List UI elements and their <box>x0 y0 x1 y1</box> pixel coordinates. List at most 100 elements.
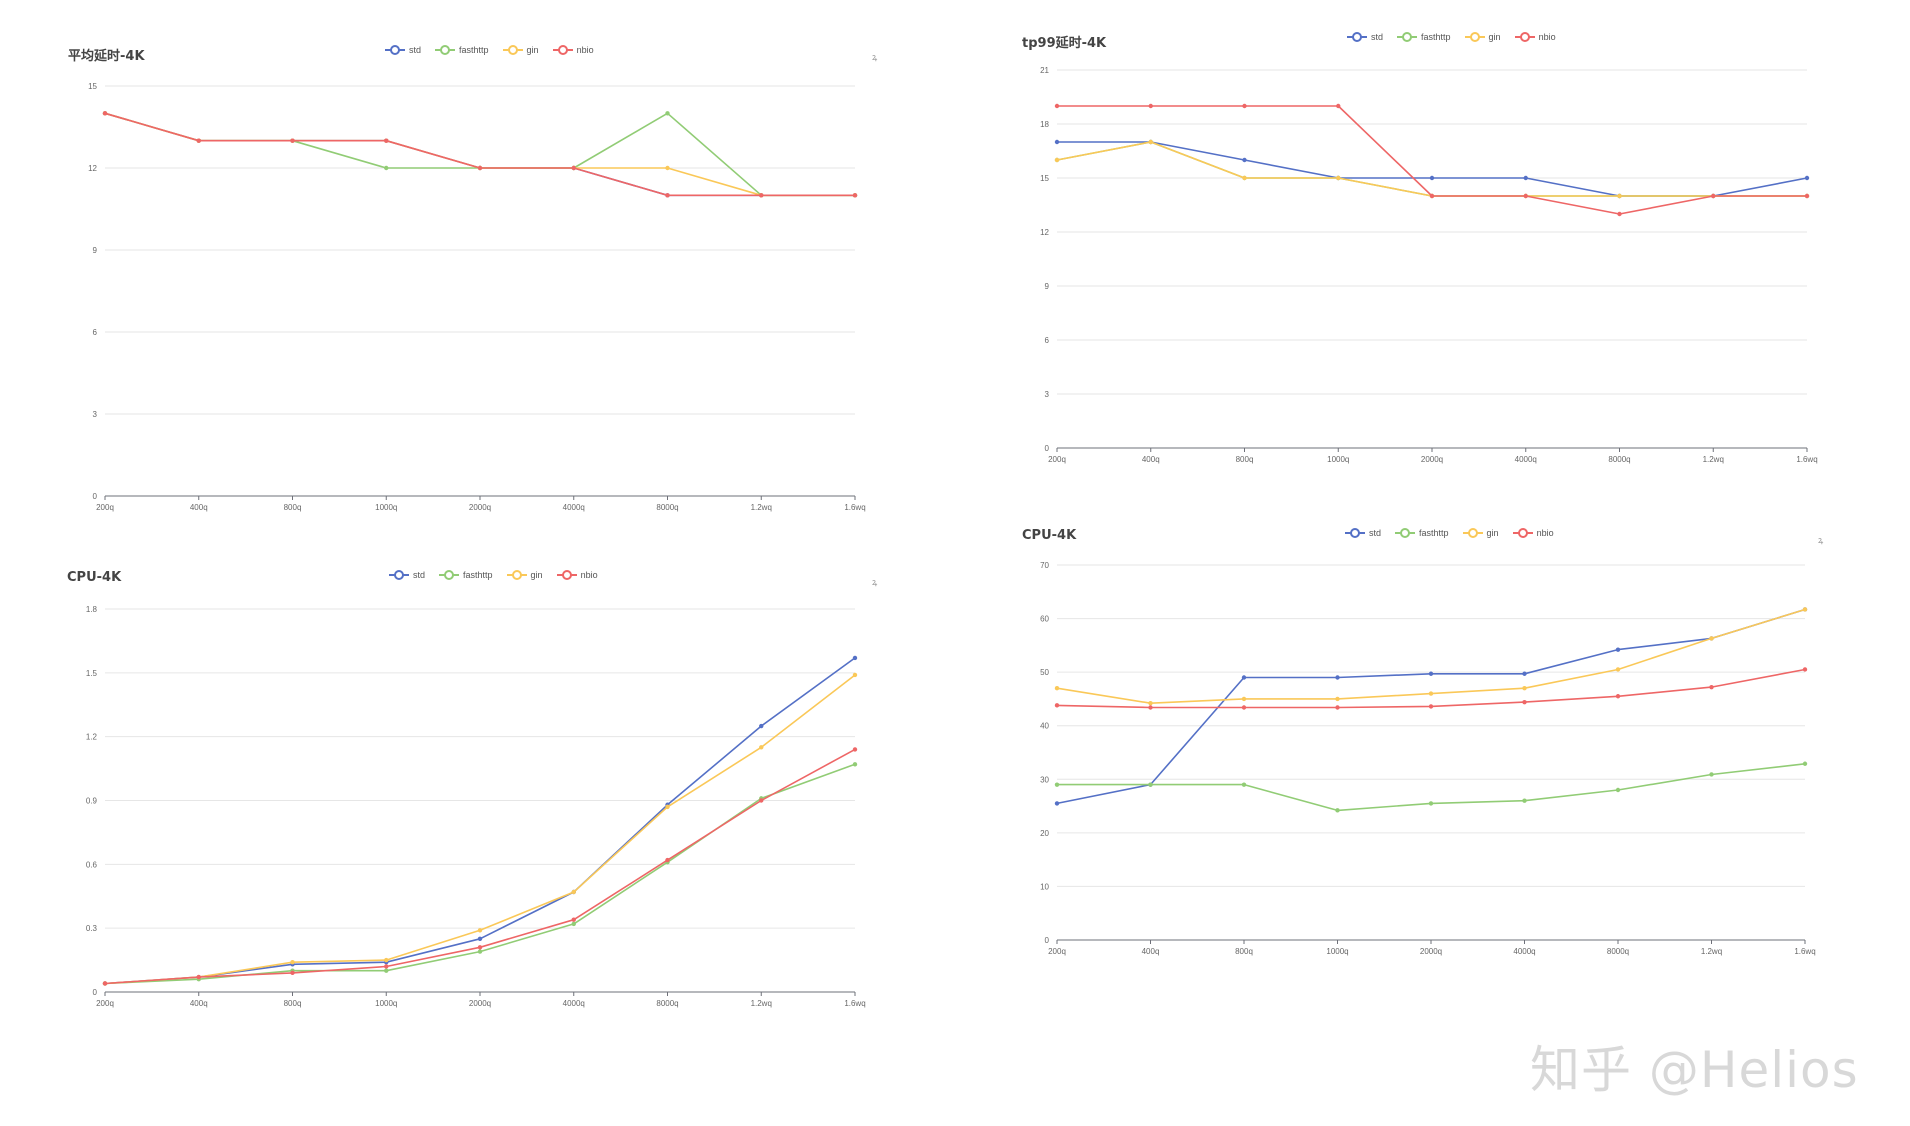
data-point-nbio <box>102 111 108 116</box>
data-point-fasthttp <box>1335 808 1340 813</box>
y-tick-label: 0 <box>93 988 98 997</box>
data-point-gin <box>1242 175 1247 181</box>
x-tick-label: 200q <box>1048 455 1066 464</box>
legend-item-fasthttp[interactable]: fasthttp <box>435 45 489 55</box>
data-point-nbio <box>290 970 295 976</box>
legend-swatch-icon <box>1345 528 1365 538</box>
legend-item-std[interactable]: std <box>389 570 425 580</box>
data-point-std <box>1429 175 1435 181</box>
data-point-nbio <box>1242 103 1247 109</box>
data-point-std <box>1241 675 1247 680</box>
toolbox-icon[interactable]: ꝝ <box>872 53 878 63</box>
y-tick-label: 15 <box>1040 174 1049 183</box>
y-tick-label: 1.5 <box>86 669 98 678</box>
data-point-std <box>1615 647 1621 652</box>
x-tick-label: 1000q <box>1326 947 1348 956</box>
y-tick-label: 3 <box>1045 390 1050 399</box>
data-point-nbio <box>1522 699 1527 705</box>
data-point-fasthttp <box>1522 798 1527 803</box>
legend-item-gin[interactable]: gin <box>1462 528 1499 538</box>
legend-item-std[interactable]: std <box>1345 528 1381 538</box>
legend: std fasthttp gin nbio <box>1345 528 1554 538</box>
legend-swatch-icon <box>506 570 527 580</box>
data-point-nbio <box>1148 705 1153 710</box>
data-point-fasthttp <box>384 165 389 171</box>
data-point-gin <box>665 165 670 171</box>
legend-item-nbio[interactable]: nbio <box>556 570 598 580</box>
data-point-nbio <box>852 193 858 198</box>
legend-label: std <box>409 45 422 55</box>
x-tick-label: 1.6wq <box>844 999 865 1008</box>
y-tick-label: 60 <box>1040 615 1049 624</box>
y-tick-label: 6 <box>1045 336 1050 345</box>
legend-label: gin <box>1486 528 1499 538</box>
data-point-gin <box>1335 696 1340 702</box>
data-point-fasthttp <box>1054 782 1060 787</box>
data-point-fasthttp <box>852 762 858 767</box>
legend-swatch-icon <box>389 570 409 580</box>
data-point-gin <box>571 889 576 895</box>
data-point-nbio <box>1802 667 1808 672</box>
toolbox-icon[interactable]: ꝝ <box>1818 536 1824 546</box>
legend-label: std <box>1369 528 1382 538</box>
legend-item-gin[interactable]: gin <box>506 570 543 580</box>
y-tick-label: 50 <box>1040 668 1049 677</box>
data-point-gin <box>1802 607 1808 612</box>
data-point-fasthttp <box>665 111 670 116</box>
legend-label: fasthttp <box>1421 32 1451 42</box>
data-point-std <box>1335 675 1340 680</box>
x-tick-label: 1.2wq <box>751 503 772 512</box>
data-point-gin <box>1615 667 1621 672</box>
data-point-std <box>1523 175 1528 181</box>
toolbox-icon[interactable]: ꝝ <box>872 578 878 588</box>
legend-item-nbio[interactable]: nbio <box>552 45 594 55</box>
data-point-std <box>1804 175 1810 181</box>
x-tick-label: 2000q <box>1421 455 1443 464</box>
legend-item-std[interactable]: std <box>385 45 421 55</box>
data-point-nbio <box>196 138 201 143</box>
legend-item-gin[interactable]: gin <box>502 45 539 55</box>
y-tick-label: 1.8 <box>86 605 98 614</box>
data-point-nbio <box>1335 705 1340 710</box>
x-tick-label: 8000q <box>656 999 678 1008</box>
data-point-gin <box>290 960 295 965</box>
data-point-std <box>1242 157 1247 163</box>
legend-item-fasthttp[interactable]: fasthttp <box>439 570 493 580</box>
y-tick-label: 0.6 <box>86 860 98 869</box>
legend-item-nbio[interactable]: nbio <box>1512 528 1554 538</box>
legend-label: gin <box>530 570 543 580</box>
legend-swatch-icon <box>1462 528 1483 538</box>
data-point-nbio <box>1709 684 1714 690</box>
data-point-fasthttp <box>384 968 389 973</box>
data-point-fasthttp <box>1241 782 1247 787</box>
legend-swatch-icon <box>1347 32 1367 42</box>
legend-item-gin[interactable]: gin <box>1464 32 1501 42</box>
data-point-nbio <box>1336 103 1341 109</box>
x-tick-label: 1000q <box>375 503 397 512</box>
data-point-fasthttp <box>1428 801 1434 806</box>
legend-label: nbio <box>1538 32 1556 42</box>
data-point-nbio <box>1054 703 1060 708</box>
data-point-nbio <box>1428 704 1434 709</box>
data-point-nbio <box>571 917 576 922</box>
legend-swatch-icon <box>439 570 460 580</box>
x-tick-label: 200q <box>96 503 114 512</box>
legend-label: fasthttp <box>463 570 493 580</box>
y-tick-label: 3 <box>93 410 98 419</box>
legend-swatch-icon <box>1464 32 1485 42</box>
legend-swatch-icon <box>385 45 405 55</box>
data-point-gin <box>1617 193 1622 199</box>
legend-item-fasthttp[interactable]: fasthttp <box>1397 32 1451 42</box>
legend-item-nbio[interactable]: nbio <box>1514 32 1556 42</box>
legend-swatch-icon <box>1512 528 1533 538</box>
legend-item-fasthttp[interactable]: fasthttp <box>1395 528 1449 538</box>
data-point-nbio <box>1617 211 1622 217</box>
legend-item-std[interactable]: std <box>1347 32 1383 42</box>
x-tick-label: 4000q <box>563 503 585 512</box>
data-point-fasthttp <box>1802 761 1808 766</box>
x-tick-label: 200q <box>1048 947 1066 956</box>
data-point-nbio <box>1241 705 1247 710</box>
data-point-gin <box>1428 691 1434 696</box>
data-point-std <box>1522 671 1527 676</box>
